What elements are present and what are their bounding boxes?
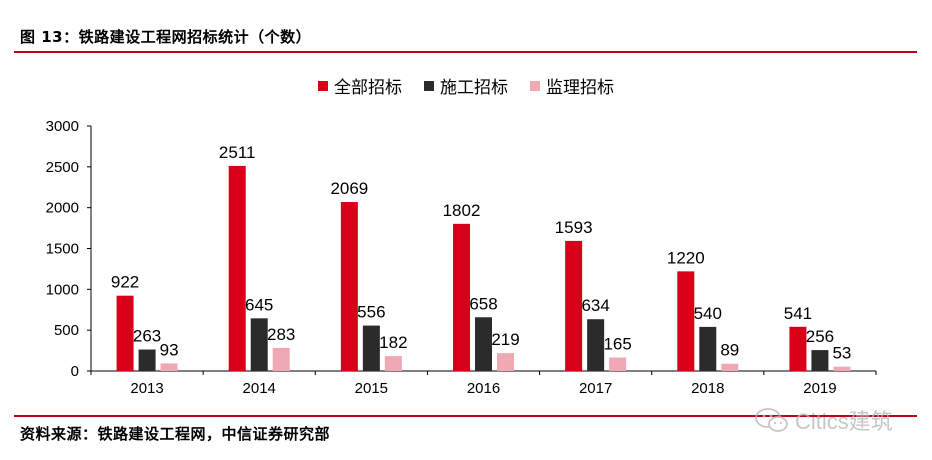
bar-s1-2019: [811, 350, 829, 371]
data-label-s0-2015: 2069: [330, 179, 368, 198]
data-label-s0-2018: 1220: [667, 248, 705, 267]
data-label-s0-2013: 922: [111, 273, 139, 292]
data-label-s1-2013: 263: [133, 327, 161, 346]
y-tick-label: 1500: [46, 241, 79, 258]
data-label-s2-2018: 89: [720, 341, 739, 360]
x-tick-label: 2014: [243, 380, 276, 397]
watermark-text: Citics建筑: [795, 409, 893, 434]
data-label-s1-2017: 634: [581, 296, 609, 315]
data-label-s1-2019: 256: [806, 327, 834, 346]
bar-s2-2015: [384, 356, 402, 371]
x-tick-label: 2017: [579, 380, 612, 397]
data-label-s2-2019: 53: [832, 344, 851, 363]
legend-item-total: 全部招标: [318, 73, 402, 98]
data-label-s2-2016: 219: [491, 330, 519, 349]
data-label-s2-2015: 182: [379, 333, 407, 352]
bar-s0-2013: [116, 295, 134, 371]
bar-s1-2016: [475, 317, 492, 371]
bar-s0-2018: [677, 271, 695, 371]
source-divider: [14, 415, 917, 417]
legend-item-supervision: 监理招标: [530, 73, 614, 98]
y-tick-label: 3000: [46, 118, 79, 135]
bar-s1-2015: [362, 325, 380, 371]
bar-s1-2018: [699, 326, 717, 371]
data-label-s0-2019: 541: [784, 304, 812, 323]
data-label-s1-2018: 540: [694, 304, 722, 323]
bar-s0-2014: [228, 165, 246, 371]
y-tick-label: 1000: [46, 281, 79, 298]
chart-legend: 全部招标 施工招标 监理招标: [0, 73, 932, 98]
data-label-s0-2017: 1593: [555, 218, 593, 237]
bar-s1-2013: [138, 349, 156, 371]
bar-s2-2019: [833, 366, 851, 371]
watermark: Citics建筑: [754, 404, 893, 436]
bar-s2-2016: [497, 353, 514, 371]
bar-s0-2019: [789, 326, 807, 371]
bar-s1-2014: [250, 318, 268, 371]
data-label-s0-2016: 1802: [443, 201, 481, 220]
bar-s0-2015: [340, 202, 358, 371]
data-label-s2-2013: 93: [160, 340, 179, 359]
y-tick-label: 2000: [46, 200, 79, 217]
legend-swatch-supervision: [530, 80, 540, 91]
x-tick-label: 2015: [355, 380, 388, 397]
x-tick-label: 2016: [467, 380, 500, 397]
legend-item-construction: 施工招标: [424, 73, 508, 98]
legend-label-total: 全部招标: [334, 78, 402, 98]
figure-title: 图 13：铁路建设工程网招标统计（个数）: [20, 28, 312, 46]
bar-s0-2016: [453, 223, 470, 371]
source-note: 资料来源：铁路建设工程网，中信证券研究部: [20, 425, 331, 443]
bar-s0-2017: [565, 240, 583, 371]
bar-s2-2018: [721, 363, 739, 371]
bar-s2-2013: [160, 363, 178, 371]
y-tick-label: 500: [54, 322, 79, 339]
data-label-s1-2015: 556: [357, 303, 385, 322]
legend-swatch-construction: [424, 80, 434, 91]
data-label-s1-2014: 645: [245, 295, 273, 314]
y-tick-label: 2500: [46, 159, 79, 176]
data-label-s2-2017: 165: [603, 335, 631, 354]
data-label-s1-2016: 658: [469, 294, 497, 313]
legend-label-supervision: 监理招标: [546, 78, 614, 98]
bar-s2-2017: [609, 357, 627, 371]
title-divider: [14, 51, 917, 53]
bar-s2-2014: [272, 347, 290, 371]
x-tick-label: 2013: [130, 380, 163, 397]
wechat-icon: [755, 408, 788, 432]
data-label-s0-2014: 2511: [219, 143, 256, 162]
y-tick-label: 0: [71, 363, 79, 380]
bar-s1-2017: [587, 319, 605, 371]
legend-label-construction: 施工招标: [440, 78, 508, 98]
data-label-s2-2014: 283: [267, 325, 295, 344]
x-tick-label: 2019: [803, 380, 836, 397]
x-tick-label: 2018: [691, 380, 724, 397]
legend-swatch-total: [318, 80, 328, 91]
